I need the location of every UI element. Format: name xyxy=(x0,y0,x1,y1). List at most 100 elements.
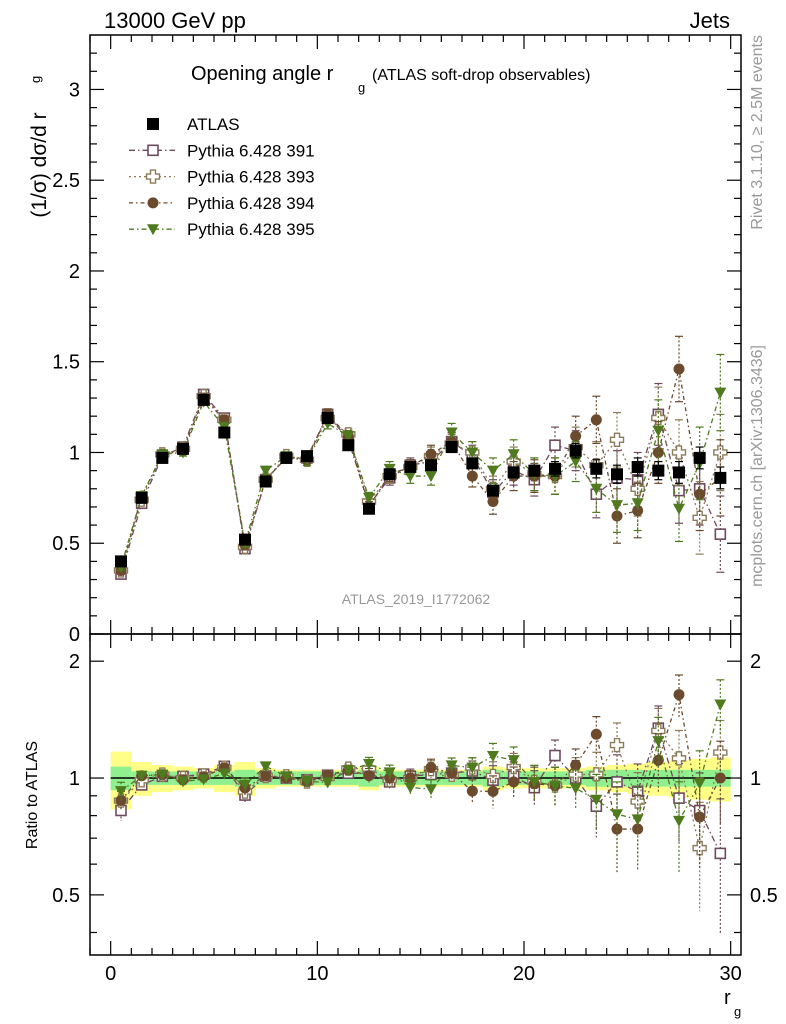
data-point xyxy=(671,445,687,460)
ratio-point xyxy=(673,815,685,827)
ratio-y-tick-label: 2 xyxy=(69,651,80,673)
x-label-subscript: g xyxy=(734,1004,741,1019)
ratio-point xyxy=(549,780,561,792)
data-point xyxy=(693,451,706,464)
data-point xyxy=(611,500,623,512)
legend-marker xyxy=(147,197,159,209)
legend-marker xyxy=(147,224,159,236)
ratio-point xyxy=(177,776,189,788)
ratio-point xyxy=(239,779,251,791)
ratio-y-tick-label-right: 1 xyxy=(750,768,761,790)
legend-item-pythia-6-428-395: Pythia 6.428 395 xyxy=(129,220,315,239)
ratio-point xyxy=(611,809,623,821)
ratio-point xyxy=(425,784,437,796)
legend-item-pythia-6-428-391: Pythia 6.428 391 xyxy=(129,141,315,160)
series-line xyxy=(120,394,721,571)
ratio-y-axis-label: Ratio to ATLAS xyxy=(24,741,41,849)
data-point xyxy=(632,505,644,517)
data-point xyxy=(259,475,272,488)
legend-label: ATLAS xyxy=(187,115,240,134)
ratio-point xyxy=(466,785,478,797)
ratio-point xyxy=(446,767,458,779)
ratio-point xyxy=(301,776,313,788)
ratio-point xyxy=(321,777,334,789)
data-point xyxy=(714,528,727,540)
plot-title: Opening angle r g (ATLAS soft-drop obser… xyxy=(191,63,590,95)
ratio-point xyxy=(404,772,416,784)
data-point xyxy=(631,461,644,474)
ratio-point xyxy=(487,785,499,797)
ratio-point xyxy=(714,847,727,860)
data-point xyxy=(342,439,355,452)
data-point xyxy=(487,495,499,507)
data-point xyxy=(611,468,623,481)
data-point xyxy=(487,484,499,497)
ratio-point xyxy=(692,840,707,856)
data-point xyxy=(259,465,272,477)
data-point xyxy=(197,393,210,406)
ratio-point xyxy=(570,759,582,771)
data-point xyxy=(673,503,685,515)
data-point xyxy=(673,466,685,479)
title-main: Opening angle r xyxy=(191,63,334,85)
data-point xyxy=(528,464,541,477)
x-tick-label: 10 xyxy=(306,963,328,985)
ratio-point xyxy=(156,769,169,781)
data-point xyxy=(487,465,499,477)
legend-label: Pythia 6.428 393 xyxy=(187,168,315,187)
ratio-y-tick-label-right: 2 xyxy=(750,651,761,673)
analysis-id-label: ATLAS_2019_I1772062 xyxy=(342,591,491,607)
mcplots-label: mcplots.cern.ch [arXiv:1306.3436] xyxy=(749,345,766,587)
data-point xyxy=(466,457,479,470)
ratio-point xyxy=(652,754,664,766)
ratio-panel-series-layer xyxy=(113,674,728,935)
data-point xyxy=(363,492,375,504)
ratio-point xyxy=(652,736,665,748)
data-point xyxy=(652,425,665,437)
legend: ATLAS Pythia 6.428 391 Pythia 6.428 393 Pyt… xyxy=(129,115,315,239)
legend-marker xyxy=(147,118,159,130)
x-tick-label: 30 xyxy=(720,963,742,985)
data-point xyxy=(631,498,644,510)
data-point xyxy=(694,488,706,500)
axes-layer: 0 10 20 30 0 0.5 1 1.5 2 2.5 3 0.5 0.5 1 1 2 2 xyxy=(52,34,778,985)
data-point xyxy=(466,470,478,482)
ratio-point xyxy=(590,794,603,806)
series-line xyxy=(120,368,721,571)
ratio-point xyxy=(671,751,687,766)
main-y-tick-label: 2 xyxy=(69,261,80,283)
main-y-tick-label: 2.5 xyxy=(52,170,80,192)
ratio-point xyxy=(363,770,375,782)
ratio-series-pythia-6-428-393 xyxy=(113,707,728,912)
ratio-point xyxy=(590,728,602,740)
main-series-atlas xyxy=(115,393,727,568)
data-point xyxy=(714,471,727,484)
data-point xyxy=(177,442,189,455)
data-point xyxy=(466,447,479,459)
data-point xyxy=(156,451,169,464)
data-point xyxy=(549,439,561,452)
ratio-point xyxy=(197,774,210,786)
legend-item-pythia-6-428-393: Pythia 6.428 393 xyxy=(129,168,315,187)
ratio-point xyxy=(342,765,355,777)
data-point xyxy=(714,387,727,399)
ratio-point xyxy=(218,768,231,780)
title-subscript: g xyxy=(358,80,365,95)
data-point xyxy=(404,471,417,483)
data-point xyxy=(611,510,623,522)
main-series-pythia-6-428-393 xyxy=(113,386,728,578)
data-point xyxy=(570,430,582,442)
x-axis-label: r g xyxy=(724,987,741,1019)
legend-marker xyxy=(147,144,159,157)
data-point xyxy=(445,427,458,439)
rivet-version-label: Rivet 3.1.10, ≥ 2.5M events xyxy=(749,35,766,230)
main-y-tick-label: 1.5 xyxy=(52,352,80,374)
ratio-point xyxy=(363,758,375,770)
ratio-point xyxy=(466,762,479,774)
data-point xyxy=(280,451,293,464)
data-point xyxy=(590,462,603,475)
ratio-point xyxy=(714,772,726,784)
ratio-point xyxy=(713,745,728,760)
main-y-label-text: (1/σ) dσ/d r xyxy=(28,112,51,217)
